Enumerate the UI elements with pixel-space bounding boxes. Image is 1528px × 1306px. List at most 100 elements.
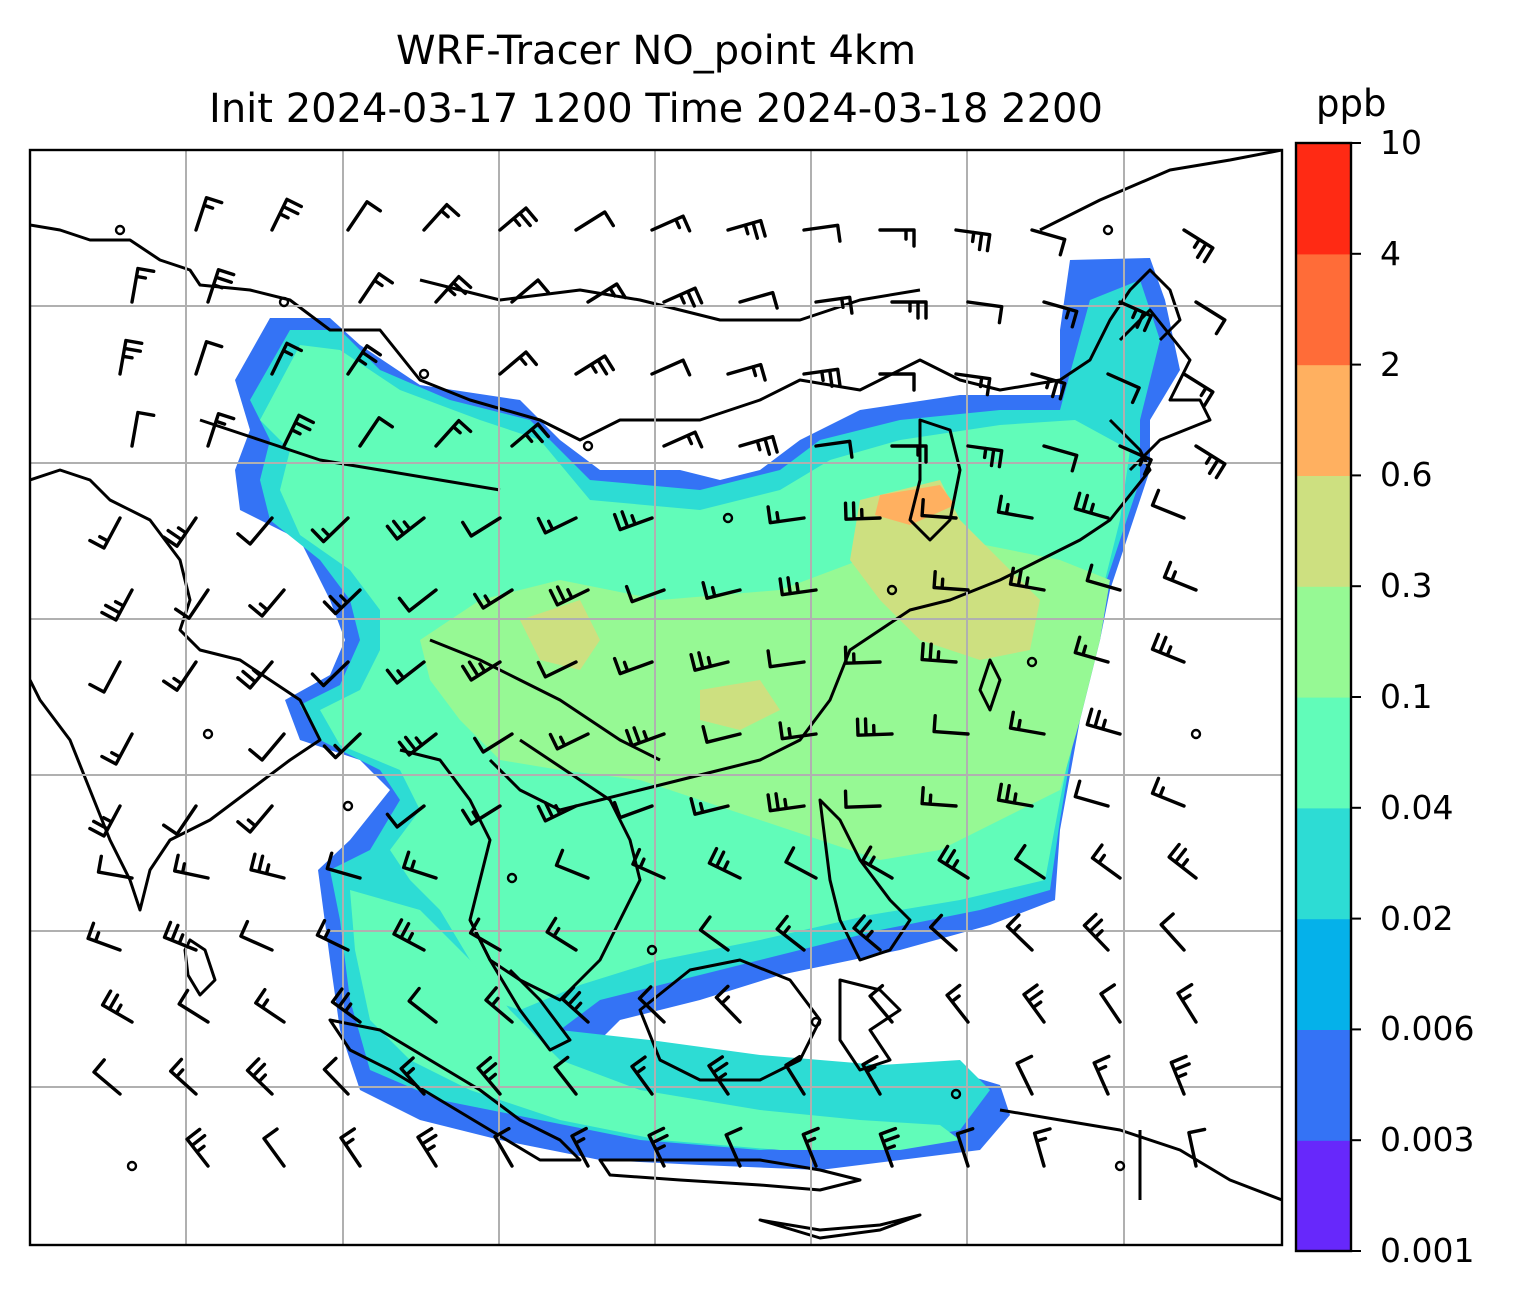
wind-barb xyxy=(1042,444,1079,473)
tracer-concentration-field xyxy=(235,258,1180,1170)
wind-barb xyxy=(852,914,882,952)
wind-barb xyxy=(1194,300,1227,336)
wind-barb xyxy=(1090,843,1122,880)
wind-barb xyxy=(1073,779,1110,808)
colorbar-tick-label: 0.6 xyxy=(1380,455,1433,495)
wind-barb xyxy=(637,985,666,1024)
plume-peak-2 xyxy=(520,600,600,670)
map-title-line2: Init 2024-03-17 1200 Time 2024-03-18 220… xyxy=(209,86,1103,132)
wind-barb xyxy=(162,660,198,692)
wind-barb xyxy=(346,200,382,232)
wind-barb xyxy=(775,914,806,952)
wind-barb xyxy=(689,797,730,816)
coast-korea xyxy=(908,418,962,542)
wind-barb xyxy=(236,804,274,834)
coast-timor xyxy=(758,1213,922,1240)
wind-barb xyxy=(561,985,590,1024)
calm-wind-marker xyxy=(1190,728,1202,740)
calm-wind-marker xyxy=(278,296,290,308)
colorbar-bin xyxy=(1296,364,1351,476)
wind-barb xyxy=(339,1127,362,1168)
wind-barb xyxy=(476,1056,502,1096)
wind-barb xyxy=(330,987,362,1024)
wind-barb xyxy=(1008,566,1046,592)
wind-barb xyxy=(206,268,236,304)
wind-barb xyxy=(1042,300,1079,329)
wind-barb xyxy=(1150,488,1186,520)
wind-barb xyxy=(1085,563,1122,592)
colorbar xyxy=(1296,143,1351,1252)
wind-barb xyxy=(1159,912,1186,952)
wind-barb xyxy=(358,416,394,448)
wind-barb xyxy=(766,505,806,525)
colorbar-tick-label: 10 xyxy=(1380,123,1422,162)
wind-barb xyxy=(954,372,992,397)
wind-barb xyxy=(169,1057,198,1096)
wind-barb xyxy=(322,588,362,616)
colorbar-bin xyxy=(1296,475,1351,587)
wind-barb xyxy=(498,350,538,376)
wind-barb xyxy=(996,782,1034,808)
wind-barb xyxy=(929,913,958,952)
wind-barb xyxy=(510,422,550,448)
wind-barb xyxy=(397,732,438,757)
colorbar-bin xyxy=(1296,1029,1351,1141)
calm-wind-marker xyxy=(114,224,126,236)
wind-barb xyxy=(624,584,666,604)
colorbar-tick-label: 0.1 xyxy=(1380,677,1433,716)
wind-barb xyxy=(1030,228,1067,257)
wind-barb xyxy=(282,413,315,448)
wind-barb xyxy=(966,444,1004,469)
wind-barb xyxy=(310,660,350,688)
wind-barb xyxy=(86,921,122,952)
wind-barb xyxy=(548,585,590,607)
coast-taiwan xyxy=(978,658,1002,712)
wind-barb xyxy=(162,516,198,548)
wind-barb xyxy=(1169,1054,1191,1096)
wind-barb xyxy=(801,1126,820,1168)
wind-barb xyxy=(932,714,970,736)
wind-barb xyxy=(701,581,742,600)
wind-barb xyxy=(118,338,144,376)
wind-barb xyxy=(248,732,286,762)
colorbar-tick-label: 0.003 xyxy=(1380,1120,1475,1160)
wind-barb xyxy=(262,1127,286,1168)
wind-barb xyxy=(1085,707,1122,736)
wind-barb xyxy=(484,986,514,1024)
colorbar-bin xyxy=(1296,1140,1351,1252)
wind-barb xyxy=(177,988,210,1024)
colorbar-bin xyxy=(1296,918,1351,1030)
coast-china-east xyxy=(488,418,1152,812)
coast-indochina xyxy=(399,738,642,1002)
colorbar-unit-label: ppb xyxy=(1316,82,1387,125)
wind-barb xyxy=(100,989,134,1024)
wind-barb xyxy=(738,434,779,456)
map-area xyxy=(30,150,1282,1245)
wind-barb xyxy=(612,800,654,820)
wind-barb xyxy=(545,916,578,952)
colorbar-bin xyxy=(1296,807,1351,920)
wind-barb xyxy=(358,272,394,304)
wind-barb xyxy=(843,789,882,809)
colorbar-tick-label: 0.006 xyxy=(1380,1009,1475,1049)
wind-barb xyxy=(650,358,692,377)
wind-barb xyxy=(310,516,350,544)
wind-barb xyxy=(1073,491,1110,520)
wind-barb xyxy=(88,804,122,838)
wind-barb xyxy=(662,430,704,449)
calm-wind-marker xyxy=(202,728,214,740)
wind-barb xyxy=(1008,710,1046,736)
wind-barb xyxy=(92,1058,122,1096)
wind-barb xyxy=(194,340,224,376)
wind-barb xyxy=(802,367,842,388)
wind-barb xyxy=(955,1127,975,1168)
wind-barb xyxy=(724,1126,743,1168)
wind-barb xyxy=(996,494,1034,520)
wind-barb xyxy=(249,852,286,880)
wind-barb xyxy=(270,341,303,376)
wind-barb xyxy=(701,725,742,744)
calm-wind-marker xyxy=(1026,656,1038,668)
wind-barb xyxy=(206,412,236,448)
wind-barb xyxy=(416,1127,438,1168)
wind-barb xyxy=(536,660,578,679)
